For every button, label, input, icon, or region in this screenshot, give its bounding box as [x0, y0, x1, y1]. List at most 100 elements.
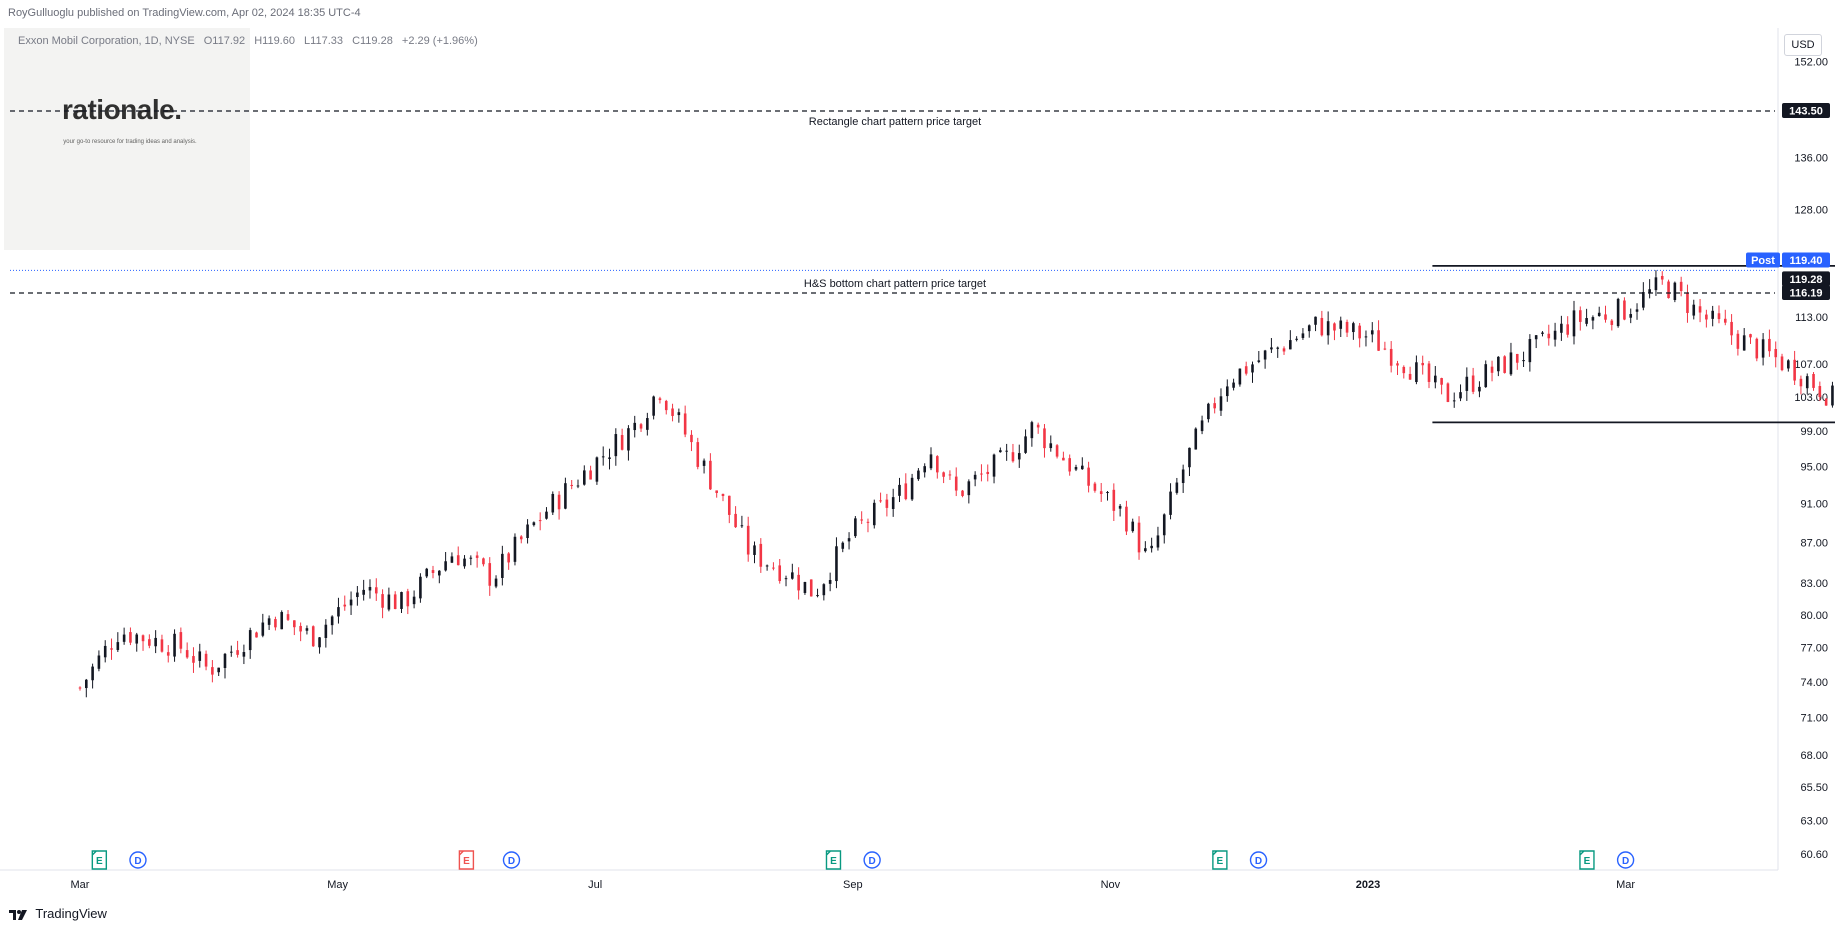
candle-body: [1156, 535, 1160, 548]
candle-body: [1780, 356, 1784, 371]
candle-body: [639, 424, 643, 429]
candle-body: [765, 565, 769, 567]
candle-body: [1011, 452, 1015, 462]
candle-body: [431, 570, 435, 573]
candle-body: [1118, 505, 1122, 509]
candle-body: [91, 666, 94, 681]
candle-body: [1484, 364, 1488, 388]
dividend-marker-icon[interactable]: [129, 851, 147, 869]
dividend-marker-icon[interactable]: [502, 851, 521, 869]
event-marker-label: D: [134, 856, 141, 867]
candle-body: [759, 543, 763, 567]
candle-body: [1257, 360, 1261, 362]
earnings-marker-icon[interactable]: [91, 850, 108, 870]
candle-body: [85, 679, 88, 689]
candle-body: [1238, 368, 1242, 385]
earnings-marker-icon[interactable]: [458, 850, 475, 870]
candle-body: [274, 619, 277, 628]
x-tick-label: 2023: [1356, 879, 1380, 891]
price-label: Post: [1751, 255, 1775, 267]
candle-body: [166, 652, 170, 656]
candle-body: [923, 466, 927, 473]
candle-body: [841, 542, 845, 549]
candle-body: [400, 592, 403, 609]
candle-body: [1377, 330, 1380, 351]
candle-body: [1194, 428, 1198, 450]
candle-body: [891, 497, 895, 509]
candle-body: [1604, 314, 1607, 320]
candle-body: [1295, 338, 1298, 340]
candle-body: [664, 400, 668, 411]
candle-body: [658, 398, 662, 401]
y-tick-label: 107.00: [1794, 359, 1828, 371]
candle-body: [368, 586, 372, 591]
candle-body: [1093, 483, 1097, 491]
candle-body: [299, 625, 302, 632]
candle-body: [1610, 320, 1614, 325]
ohlc-high: H119.60: [254, 35, 295, 47]
candle-body: [318, 637, 321, 648]
candle-body: [1225, 386, 1229, 397]
candle-body: [564, 483, 567, 509]
candle-body: [1270, 347, 1273, 350]
candle-body: [519, 536, 523, 540]
candle-body: [1389, 348, 1393, 366]
price-label: 119.40: [1789, 255, 1822, 267]
candle-body: [671, 408, 674, 416]
earnings-marker-icon[interactable]: [825, 850, 842, 870]
candle-body: [1698, 306, 1702, 313]
candle-body: [1799, 378, 1803, 387]
candle-body: [110, 648, 113, 650]
candle-body: [532, 522, 536, 526]
candle-body: [1805, 376, 1809, 389]
candle-body: [835, 546, 838, 582]
event-marker-label: E: [463, 856, 470, 867]
candle-body: [1478, 386, 1481, 392]
candle-body: [129, 632, 132, 643]
candle-body: [1162, 514, 1166, 536]
event-marker-label: E: [1584, 856, 1591, 867]
candle-body: [727, 495, 731, 515]
y-tick-label: 128.00: [1794, 205, 1828, 217]
earnings-marker-icon[interactable]: [1212, 850, 1228, 870]
candle-body: [879, 500, 882, 502]
candle-body: [1566, 324, 1569, 335]
candle-body: [772, 567, 775, 569]
candle-body: [1251, 364, 1254, 373]
candle-body: [305, 628, 309, 631]
candle-body: [450, 556, 454, 563]
candle-body: [1635, 309, 1639, 312]
candle-body: [1017, 453, 1021, 460]
candle-body: [860, 519, 863, 521]
dividend-marker-icon[interactable]: [1616, 851, 1635, 869]
candle-body: [362, 589, 365, 595]
candle-body: [154, 637, 157, 647]
line-label: H&S bottom chart pattern price target: [804, 278, 986, 290]
y-tick-label: 68.00: [1800, 750, 1828, 762]
candle-body: [570, 484, 573, 486]
candle-body: [973, 474, 977, 480]
candle-body: [1440, 378, 1443, 385]
candle-body: [1383, 348, 1387, 350]
candle-body: [1181, 469, 1185, 484]
footer-brand: TradingView: [35, 906, 107, 921]
ohlc-change: +2.29 (+1.96%): [401, 35, 478, 47]
candle-body: [1200, 420, 1204, 432]
candle-body: [1043, 428, 1046, 449]
candle-body: [1364, 336, 1368, 338]
y-tick-label: 87.00: [1800, 537, 1828, 549]
candle-body: [513, 536, 517, 562]
candle-body: [1717, 313, 1721, 320]
candle-body: [1415, 362, 1418, 383]
candle-body: [652, 396, 655, 416]
currency-button[interactable]: USD: [1784, 34, 1822, 56]
earnings-marker-icon[interactable]: [1579, 850, 1595, 870]
candle-body: [311, 626, 315, 647]
candle-body: [551, 493, 555, 513]
candle-body: [1711, 310, 1714, 319]
candle-body: [135, 634, 139, 644]
dividend-marker-icon[interactable]: [863, 851, 881, 869]
dividend-marker-icon[interactable]: [1249, 851, 1268, 869]
candle-body: [1667, 281, 1670, 299]
